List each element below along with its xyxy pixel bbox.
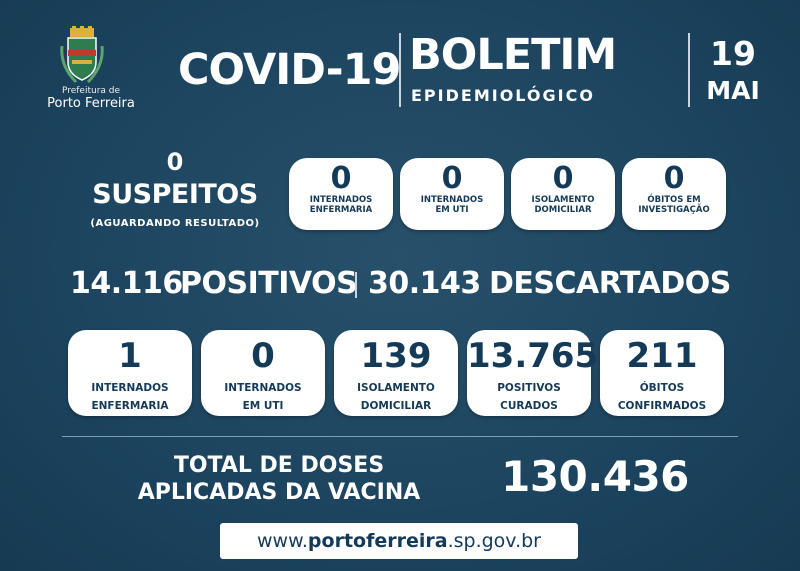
city-coat-of-arms-logo: [60, 26, 104, 84]
card-label-line2: DOMICILIAR: [360, 400, 432, 413]
card-value: 13.765: [467, 336, 599, 376]
card-label-line1: ISOLAMENTO: [357, 382, 435, 394]
vaccine-label-line1: TOTAL DE DOSES: [173, 453, 385, 478]
url-prefix: www.: [257, 530, 308, 552]
card-label-line1: INTERNADOS: [91, 382, 169, 394]
card-value: 211: [626, 336, 698, 376]
card-label-line1: ÓBITOS: [639, 382, 685, 394]
card-label-line1: INTERNADOS: [309, 195, 373, 205]
card-label-line2: CURADOS: [500, 400, 558, 413]
section-divider: [62, 436, 738, 437]
confirmed-card-recovered: 13.765 POSITIVOS CURADOS: [467, 330, 599, 416]
suspects-label: SUSPEITOS: [92, 179, 258, 210]
discarded-total: 30.143: [368, 266, 481, 301]
confirmed-card-ward: 1 INTERNADOS ENFERMARIA: [68, 330, 192, 416]
suspect-card-ward: 0 INTERNADOS ENFERMARIA: [289, 158, 393, 230]
card-value: 0: [251, 336, 275, 376]
card-value: 0: [330, 161, 352, 196]
confirmed-card-deaths: 211 ÓBITOS CONFIRMADOS: [600, 330, 724, 416]
card-label-line1: INTERNADOS: [224, 382, 302, 394]
positives-total: 14.116: [70, 266, 183, 301]
org-name-line2: Porto Ferreira: [47, 96, 135, 111]
positives-label: POSITIVOS: [180, 266, 358, 301]
confirmed-card-icu: 0 INTERNADOS EM UTI: [201, 330, 325, 416]
suspects-count: 0: [166, 148, 184, 176]
suspects-sublabel: (AGUARDANDO RESULTADO): [90, 218, 260, 229]
card-label-line1: ÓBITOS EM: [647, 195, 701, 205]
covid-title: COVID-19: [178, 45, 401, 95]
suspect-card-home-isolation: 0 ISOLAMENTO DOMICILIAR: [511, 158, 615, 230]
bulletin-subtitle: EPIDEMIOLÓGICO: [411, 86, 595, 105]
card-label-line2: ENFERMARIA: [309, 204, 373, 215]
card-label-line2: ENFERMARIA: [91, 400, 169, 413]
card-label-line2: CONFIRMADOS: [617, 400, 707, 413]
card-label-line1: INTERNADOS: [420, 195, 484, 205]
url-domain: portoferreira: [307, 530, 448, 552]
suspect-card-deaths-investigation: 0 ÓBITOS EM INVESTIGAÇÃO: [622, 158, 726, 230]
url-suffix: .sp.gov.br: [447, 530, 541, 552]
card-value: 139: [360, 336, 432, 376]
website-url[interactable]: www.portoferreira.sp.gov.br: [220, 523, 578, 559]
confirmed-card-home-isolation: 139 ISOLAMENTO DOMICILIAR: [334, 330, 458, 416]
vaccine-doses-label: TOTAL DE DOSES APLICADAS DA VACINA: [90, 452, 468, 506]
header-divider: [399, 33, 401, 107]
card-value: 0: [441, 161, 463, 196]
card-value: 1: [118, 336, 142, 376]
card-value: 0: [552, 161, 574, 196]
card-label-line1: POSITIVOS: [497, 382, 561, 394]
card-label-line2: EM UTI: [435, 204, 469, 215]
vaccine-doses-total: 130.436: [501, 452, 689, 501]
date-month: MAI: [706, 76, 760, 105]
card-label-line1: ISOLAMENTO: [531, 195, 595, 205]
suspect-card-icu: 0 INTERNADOS EM UTI: [400, 158, 504, 230]
card-value: 0: [663, 161, 685, 196]
date-divider: [688, 33, 690, 107]
date-day: 19: [710, 34, 756, 73]
card-label-line2: DOMICILIAR: [534, 204, 592, 215]
card-label-line2: EM UTI: [242, 400, 284, 413]
discarded-label: DESCARTADOS: [489, 266, 731, 301]
org-name-line1: Prefeitura de: [61, 86, 121, 96]
bulletin-title: BOLETIM: [409, 30, 617, 80]
totals-divider: [355, 272, 357, 298]
card-label-line2: INVESTIGAÇÃO: [638, 204, 710, 215]
vaccine-label-line2: APLICADAS DA VACINA: [137, 480, 421, 505]
